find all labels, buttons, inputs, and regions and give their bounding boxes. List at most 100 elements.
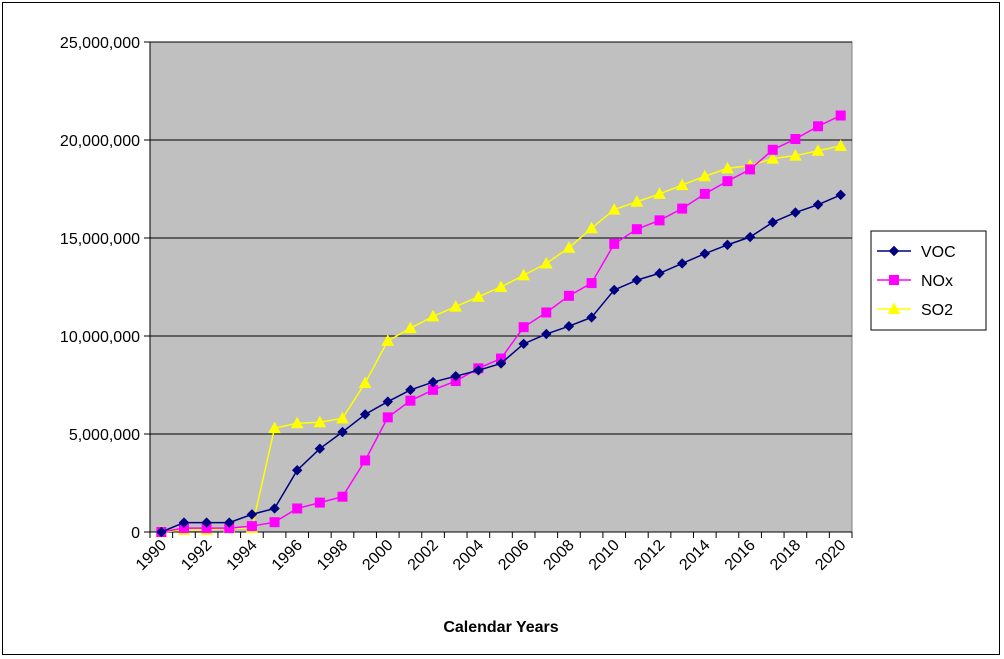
- y-tick-label: 15,000,000: [60, 231, 140, 248]
- data-point-voc: [405, 384, 416, 396]
- x-tick-label: 1998: [314, 537, 351, 574]
- data-point-so2: [811, 144, 825, 156]
- x-tick-label: 2000: [359, 537, 396, 574]
- data-point-voc: [744, 231, 756, 243]
- data-point-voc: [767, 217, 778, 228]
- legend-marker-voc: [888, 245, 900, 257]
- data-point-voc: [812, 199, 824, 210]
- data-point-voc: [722, 239, 733, 251]
- x-tick-label: 2018: [767, 537, 804, 574]
- series-so2: [154, 139, 848, 537]
- data-point-voc: [291, 465, 303, 476]
- data-point-nox: [360, 455, 371, 466]
- data-point-voc: [586, 312, 597, 323]
- data-point-so2: [585, 221, 598, 234]
- data-point-voc: [609, 284, 620, 296]
- data-point-voc: [541, 328, 552, 340]
- data-point-voc: [382, 396, 393, 407]
- data-point-voc: [427, 376, 439, 388]
- x-tick-label: 1994: [224, 537, 261, 574]
- data-point-nox: [722, 176, 733, 187]
- data-point-voc: [359, 409, 371, 420]
- legend-item-so2: SO2: [877, 302, 953, 319]
- data-point-voc: [178, 517, 190, 528]
- data-point-so2: [290, 416, 304, 429]
- y-tick-label: 5,000,000: [69, 427, 140, 444]
- data-point-nox: [835, 110, 846, 121]
- data-point-so2: [630, 195, 644, 207]
- data-point-nox: [654, 215, 665, 226]
- series-voc: [156, 189, 846, 538]
- data-point-voc: [676, 258, 688, 269]
- data-point-nox: [292, 503, 303, 514]
- data-point-nox: [337, 491, 348, 502]
- data-point-so2: [494, 280, 508, 292]
- data-point-voc: [699, 248, 711, 259]
- data-point-voc: [495, 358, 507, 369]
- data-point-nox: [382, 412, 393, 423]
- data-point-nox: [314, 497, 325, 508]
- data-point-voc: [337, 426, 348, 438]
- data-point-so2: [766, 152, 780, 164]
- legend-marker-so2: [887, 302, 901, 314]
- data-point-nox: [405, 395, 416, 406]
- data-point-so2: [562, 241, 576, 253]
- data-point-nox: [518, 322, 529, 333]
- data-point-so2: [789, 149, 802, 161]
- data-point-nox: [269, 517, 280, 528]
- data-point-so2: [607, 203, 621, 215]
- data-point-nox: [246, 521, 257, 532]
- x-tick-label: 2016: [722, 537, 759, 574]
- data-point-so2: [426, 309, 440, 322]
- legend-item-voc: VOC: [877, 244, 956, 261]
- data-point-nox: [790, 134, 801, 145]
- x-tick-label: 1990: [133, 537, 170, 574]
- data-point-voc: [835, 189, 846, 201]
- data-point-so2: [313, 415, 327, 428]
- y-tick-label: 0: [131, 525, 140, 542]
- data-point-voc: [563, 320, 575, 332]
- legend: VOC NOx SO2: [870, 230, 987, 331]
- data-point-so2: [404, 321, 417, 334]
- data-point-so2: [698, 169, 712, 182]
- x-tick-label: 2004: [450, 537, 487, 574]
- x-axis-title: Calendar Years: [443, 619, 558, 636]
- data-point-so2: [539, 256, 553, 269]
- data-point-voc: [631, 274, 643, 286]
- y-tick-label: 20,000,000: [60, 133, 140, 150]
- data-point-so2: [472, 290, 485, 302]
- y-tick-label: 25,000,000: [60, 35, 140, 52]
- data-point-so2: [336, 411, 349, 424]
- x-tick-label: 1996: [269, 537, 306, 574]
- gridlines: [150, 41, 852, 435]
- x-tick-label: 1992: [178, 537, 215, 574]
- data-point-so2: [721, 161, 734, 174]
- data-point-voc: [201, 517, 212, 528]
- data-point-nox: [563, 290, 574, 301]
- data-point-so2: [358, 376, 372, 389]
- data-point-voc: [246, 509, 258, 520]
- data-point-voc: [314, 443, 326, 454]
- x-tick-label: 2014: [676, 537, 713, 574]
- data-point-voc: [224, 517, 235, 528]
- data-point-nox: [677, 203, 688, 214]
- data-point-so2: [675, 178, 689, 191]
- data-point-voc: [473, 365, 484, 376]
- axes: [149, 42, 852, 533]
- legend-label-so2: SO2: [921, 302, 953, 319]
- data-point-voc: [269, 503, 280, 514]
- data-point-voc: [790, 207, 801, 218]
- data-point-nox: [609, 238, 620, 249]
- y-tick-label: 10,000,000: [60, 329, 140, 346]
- data-point-nox: [813, 121, 824, 132]
- y-axis-ticks: 0 5,000,000 10,000,000 15,000,000 20,000,000…: [60, 35, 150, 542]
- data-point-so2: [653, 187, 666, 199]
- data-point-so2: [381, 334, 395, 346]
- legend-marker-nox: [889, 275, 899, 285]
- data-point-nox: [699, 188, 710, 199]
- data-point-so2: [517, 268, 530, 281]
- data-point-so2: [268, 421, 281, 434]
- data-point-nox: [541, 307, 552, 318]
- data-point-nox: [745, 164, 756, 175]
